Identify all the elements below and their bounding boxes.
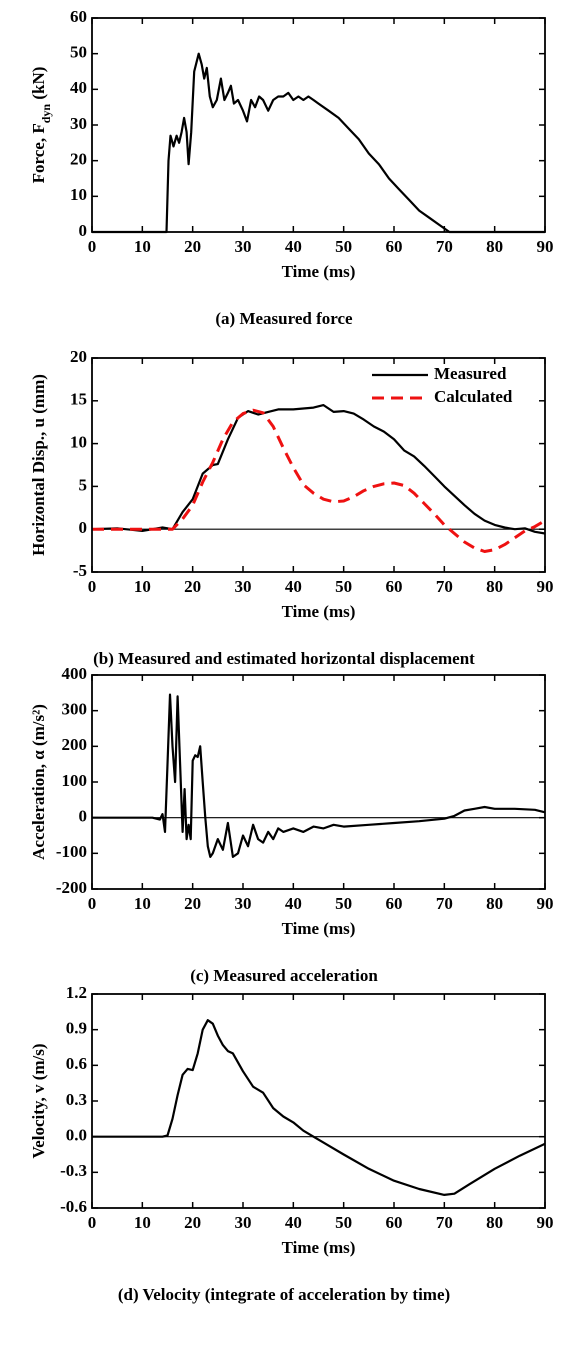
panel: 0 10 20 30 40 50 60 70 80 90-505101520MeasuredCal… xyxy=(29,347,554,668)
plot-frame xyxy=(91,993,546,1209)
y-tick-label: 100 xyxy=(62,771,88,790)
x-tick-label: 80 xyxy=(486,237,503,256)
x-tick-label: 10 xyxy=(134,237,151,256)
caption: (c) Measured acceleration xyxy=(190,966,378,985)
y-tick-label: 0.0 xyxy=(66,1126,87,1145)
x-tick-label: 0 xyxy=(88,577,97,596)
y-tick-label: 0 xyxy=(79,518,88,537)
y-tick-label: 200 xyxy=(62,735,88,754)
y-tick-label: 30 xyxy=(70,114,87,133)
plot-frame xyxy=(91,17,546,233)
x-tick-label: 60 xyxy=(386,1213,403,1232)
x-tick-label: 60 xyxy=(386,894,403,913)
y-axis-label: Velocity, v (m/s) xyxy=(29,1043,48,1158)
x-tick-label: 20 xyxy=(184,237,201,256)
y-tick-label: 0.6 xyxy=(66,1054,87,1073)
y-tick-label: 0.3 xyxy=(66,1090,87,1109)
y-tick-label: 0 xyxy=(79,807,88,826)
data-line xyxy=(92,693,546,858)
x-tick-label: 80 xyxy=(486,894,503,913)
x-axis-label: Time (ms) xyxy=(282,602,356,621)
y-tick-label: -0.3 xyxy=(60,1161,87,1180)
caption: (a) Measured force xyxy=(215,309,353,328)
x-tick-label: 90 xyxy=(537,237,554,256)
x-axis-label: Time (ms) xyxy=(282,1238,356,1257)
y-tick-label: -100 xyxy=(56,842,87,861)
y-tick-label: 10 xyxy=(70,185,87,204)
x-tick-label: 60 xyxy=(386,237,403,256)
x-tick-label: 0 xyxy=(88,1213,97,1232)
x-tick-label: 30 xyxy=(235,577,252,596)
data-line xyxy=(92,408,546,553)
x-tick-label: 70 xyxy=(436,237,453,256)
y-tick-label: -0.6 xyxy=(60,1197,87,1216)
caption: (d) Velocity (integrate of acceleration … xyxy=(118,1285,450,1304)
y-tick-label: 300 xyxy=(62,700,88,719)
y-tick-label: 10 xyxy=(70,433,87,452)
x-tick-label: 0 xyxy=(88,894,97,913)
x-tick-label: 20 xyxy=(184,1213,201,1232)
y-tick-label: 60 xyxy=(70,7,87,26)
plot-frame xyxy=(91,357,546,573)
legend-label: Calculated xyxy=(434,387,513,406)
y-tick-label: 0 xyxy=(79,221,88,240)
y-axis-label-part: dyn xyxy=(39,104,53,124)
x-tick-label: 10 xyxy=(134,577,151,596)
x-tick-label: 70 xyxy=(436,577,453,596)
x-tick-label: 20 xyxy=(184,894,201,913)
y-axis-label: Acceleration, α (m/s²) xyxy=(29,704,48,860)
y-tick-label: 400 xyxy=(62,664,88,683)
x-tick-label: 10 xyxy=(134,1213,151,1232)
x-tick-label: 70 xyxy=(436,894,453,913)
x-tick-label: 0 xyxy=(88,237,97,256)
y-axis-label: Horizontal Disp., u (mm) xyxy=(29,374,48,556)
y-tick-label: 15 xyxy=(70,390,87,409)
y-tick-label: 0.9 xyxy=(66,1019,87,1038)
caption: (b) Measured and estimated horizontal di… xyxy=(93,649,475,668)
y-tick-label: 20 xyxy=(70,150,87,169)
y-tick-label: -200 xyxy=(56,878,87,897)
data-line xyxy=(92,52,545,234)
x-tick-label: 20 xyxy=(184,577,201,596)
y-axis-label-part: (kN) xyxy=(29,67,48,104)
panel: 0 10 20 30 40 50 60 70 80 90 -200 -100 0 100 200 300 400… xyxy=(29,664,554,985)
x-tick-label: 90 xyxy=(537,1213,554,1232)
y-axis-label-part: Force, F xyxy=(29,123,48,183)
y-tick-label: 40 xyxy=(70,78,87,97)
x-tick-label: 50 xyxy=(335,577,352,596)
x-tick-label: 60 xyxy=(386,577,403,596)
legend-label: Measured xyxy=(434,364,507,383)
panel: 0 10 20 30 40 50 60 70 80 90 0 10 20 30 40 50 60 Time (ms… xyxy=(29,7,554,328)
data-line xyxy=(92,1019,546,1196)
x-tick-label: 50 xyxy=(335,894,352,913)
y-axis-label: Force, Fdyn (kN) xyxy=(29,67,53,184)
x-tick-label: 30 xyxy=(235,237,252,256)
x-tick-label: 90 xyxy=(537,577,554,596)
y-tick-label: 20 xyxy=(70,347,87,366)
x-axis-label: Time (ms) xyxy=(282,262,356,281)
x-tick-label: 50 xyxy=(335,237,352,256)
x-tick-label: 30 xyxy=(235,894,252,913)
x-tick-label: 40 xyxy=(285,1213,302,1232)
x-tick-label: 80 xyxy=(486,1213,503,1232)
x-tick-label: 70 xyxy=(436,1213,453,1232)
panel: 0 10 20 30 40 50 60 70 80 90 -0.6 -0.3 0.0 0.3 0.6 0.9 1… xyxy=(29,983,554,1304)
y-tick-label: 1.2 xyxy=(66,983,87,1002)
y-tick-label: 50 xyxy=(70,43,87,62)
x-tick-label: 90 xyxy=(537,894,554,913)
y-tick-label: -5 xyxy=(73,561,87,580)
x-tick-label: 80 xyxy=(486,577,503,596)
x-tick-label: 40 xyxy=(285,577,302,596)
x-tick-label: 10 xyxy=(134,894,151,913)
x-tick-label: 40 xyxy=(285,237,302,256)
x-tick-label: 50 xyxy=(335,1213,352,1232)
data-line xyxy=(91,404,546,535)
y-tick-label: 5 xyxy=(79,475,88,494)
x-axis-label: Time (ms) xyxy=(282,919,356,938)
plot-frame xyxy=(91,674,546,890)
x-tick-label: 30 xyxy=(235,1213,252,1232)
x-tick-label: 40 xyxy=(285,894,302,913)
